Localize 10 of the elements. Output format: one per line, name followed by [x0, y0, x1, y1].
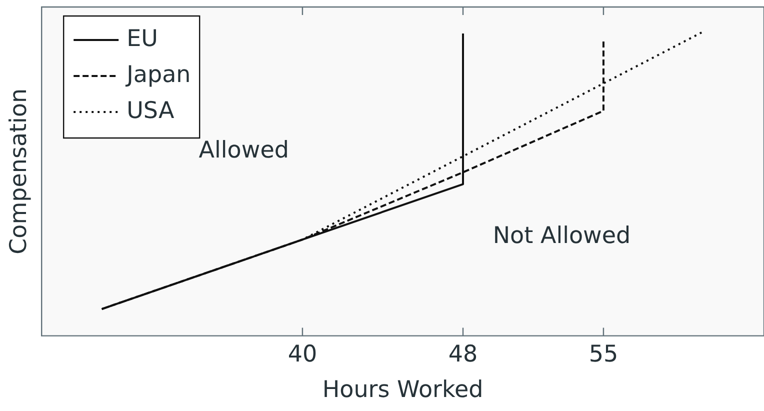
- x-tick-label: 40: [288, 342, 318, 368]
- legend-label: EU: [126, 26, 158, 52]
- x-axis-title: Hours Worked: [322, 377, 484, 404]
- y-axis-title: Compensation: [6, 88, 32, 254]
- annotation: Allowed: [198, 138, 289, 164]
- x-tick-label: 48: [448, 342, 478, 368]
- legend-label: Japan: [124, 62, 191, 88]
- annotation: Not Allowed: [492, 223, 631, 250]
- legend-label: USA: [126, 98, 174, 124]
- x-tick-label: 55: [588, 342, 618, 368]
